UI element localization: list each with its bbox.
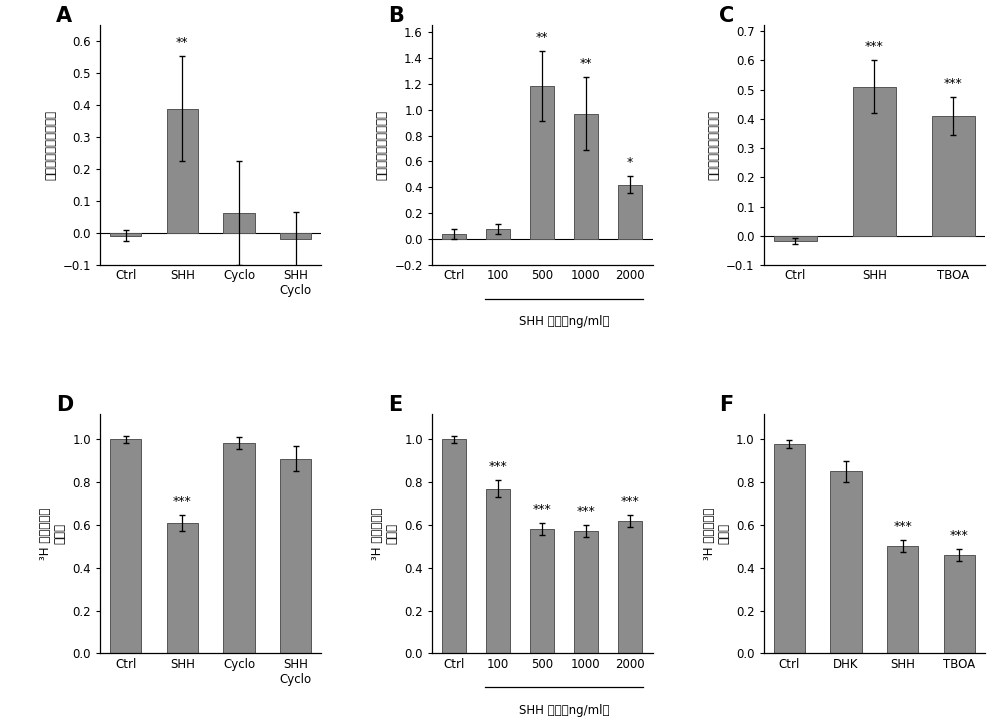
Bar: [853, 87, 896, 236]
Bar: [932, 116, 975, 236]
Bar: [442, 439, 466, 653]
Text: F: F: [720, 394, 734, 415]
Bar: [530, 86, 554, 239]
Text: *: *: [627, 156, 633, 169]
Text: SHH 浓度（ng/ml）: SHH 浓度（ng/ml）: [519, 315, 609, 328]
Bar: [110, 439, 141, 653]
Text: ***: ***: [489, 460, 507, 473]
Text: ***: ***: [893, 521, 912, 533]
Text: ***: ***: [865, 41, 884, 53]
Y-axis label: 相对的胞外谷氨酸水平: 相对的胞外谷氨酸水平: [44, 110, 57, 180]
Text: **: **: [580, 57, 592, 70]
Bar: [574, 113, 598, 239]
Text: A: A: [56, 7, 72, 26]
Bar: [887, 547, 918, 653]
Bar: [167, 108, 198, 233]
Text: ***: ***: [944, 77, 963, 90]
Y-axis label: ³H 谷氨酸相对
摄取値: ³H 谷氨酸相对 摄取値: [39, 507, 67, 560]
Text: ***: ***: [621, 494, 639, 507]
Bar: [167, 523, 198, 653]
Y-axis label: 相对的胞外谷氨酸水平: 相对的胞外谷氨酸水平: [376, 110, 389, 180]
Bar: [110, 233, 141, 236]
Bar: [486, 489, 510, 653]
Text: D: D: [56, 394, 73, 415]
Bar: [774, 444, 805, 653]
Y-axis label: ³H 谷氨酸相对
摄取値: ³H 谷氨酸相对 摄取値: [371, 507, 399, 560]
Text: **: **: [536, 31, 548, 44]
Bar: [574, 531, 598, 653]
Text: ***: ***: [577, 505, 595, 518]
Text: E: E: [388, 394, 402, 415]
Bar: [223, 213, 255, 233]
Bar: [618, 521, 642, 653]
Bar: [830, 471, 862, 653]
Text: B: B: [388, 7, 404, 26]
Bar: [280, 233, 311, 239]
Bar: [530, 529, 554, 653]
Text: ***: ***: [950, 529, 969, 542]
Y-axis label: ³H 谷氨酸相对
摄取値: ³H 谷氨酸相对 摄取値: [703, 507, 731, 560]
Bar: [280, 459, 311, 653]
Text: ***: ***: [173, 494, 192, 507]
Bar: [618, 185, 642, 239]
Bar: [442, 234, 466, 239]
Bar: [774, 236, 817, 241]
Text: C: C: [720, 7, 735, 26]
Bar: [486, 229, 510, 239]
Bar: [223, 443, 255, 653]
Bar: [944, 555, 975, 653]
Text: ***: ***: [533, 503, 551, 516]
Text: **: **: [176, 36, 189, 49]
Text: SHH 浓度（ng/ml）: SHH 浓度（ng/ml）: [519, 703, 609, 717]
Y-axis label: 相对的胞外谷氨酸水平: 相对的胞外谷氨酸水平: [708, 110, 721, 180]
